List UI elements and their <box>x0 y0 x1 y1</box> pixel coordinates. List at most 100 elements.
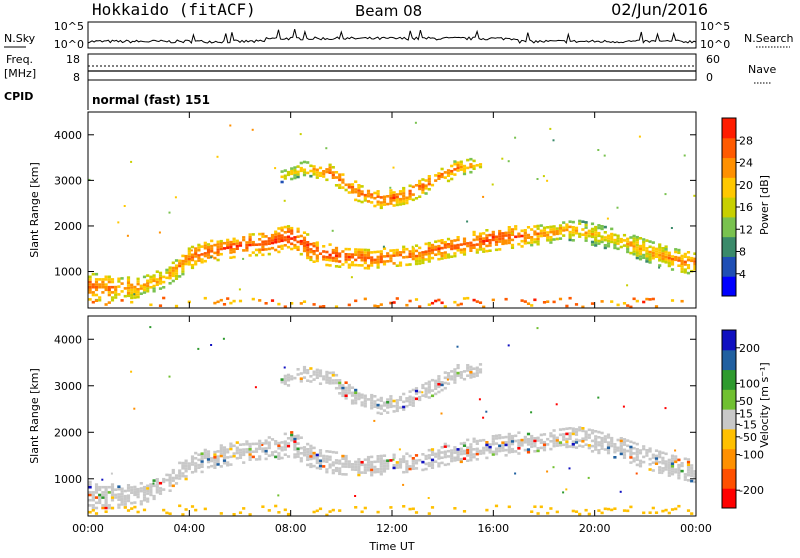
data-cell <box>661 509 665 513</box>
data-cell <box>242 461 246 464</box>
data-cell <box>491 442 495 446</box>
data-cell <box>402 248 406 251</box>
data-cell <box>334 451 339 454</box>
data-cell <box>386 202 390 206</box>
data-cell <box>398 460 403 464</box>
data-cell <box>354 388 358 392</box>
data-cell <box>514 472 517 475</box>
data-cell <box>597 234 601 238</box>
data-cell <box>581 445 585 448</box>
data-cell <box>101 493 105 497</box>
data-cell <box>296 450 300 453</box>
data-cell <box>414 392 419 395</box>
data-cell <box>466 454 470 457</box>
data-cell <box>469 246 473 250</box>
data-cell <box>216 243 220 246</box>
data-cell <box>610 232 614 236</box>
data-cell <box>94 299 99 302</box>
data-cell <box>414 249 419 253</box>
data-cell <box>421 383 425 387</box>
data-cell <box>373 460 377 464</box>
data-cell <box>658 453 662 456</box>
data-cell <box>398 261 403 265</box>
data-cell <box>325 381 329 384</box>
data-cell <box>171 479 175 482</box>
data-cell <box>562 229 566 232</box>
data-cell <box>616 239 620 243</box>
data-cell <box>130 288 134 292</box>
data-cell <box>437 239 441 243</box>
data-cell <box>290 177 294 181</box>
cpid-label: CPID <box>4 90 33 103</box>
data-cell <box>91 285 95 289</box>
data-cell <box>565 223 569 226</box>
data-cell <box>373 261 377 264</box>
data-cell <box>674 250 678 254</box>
data-cell <box>242 443 246 446</box>
data-cell <box>155 483 159 486</box>
data-cell <box>315 373 319 377</box>
data-cell <box>181 270 185 273</box>
data-cell <box>642 455 646 459</box>
data-cell <box>648 447 652 450</box>
data-cell <box>392 456 396 459</box>
data-cell <box>472 233 476 236</box>
data-cell <box>235 449 239 452</box>
data-cell <box>264 449 268 453</box>
data-cell <box>440 412 443 415</box>
data-cell <box>107 506 111 510</box>
data-cell <box>414 244 419 247</box>
data-cell <box>286 170 291 174</box>
data-cell <box>366 192 371 195</box>
data-cell <box>402 405 406 409</box>
data-cell <box>533 444 537 448</box>
data-cell <box>619 447 623 450</box>
data-cell <box>571 443 575 446</box>
data-cell <box>414 260 419 263</box>
data-cell <box>453 446 457 449</box>
data-cell <box>187 263 191 266</box>
data-cell <box>664 460 668 463</box>
data-cell <box>107 291 111 294</box>
data-cell <box>450 375 454 378</box>
data-cell <box>158 282 163 285</box>
data-cell <box>661 247 665 250</box>
data-cell <box>306 254 310 257</box>
data-cell <box>293 435 297 438</box>
data-cell <box>350 183 355 186</box>
data-cell <box>325 457 329 461</box>
data-cell <box>597 441 601 444</box>
data-cell <box>402 408 406 411</box>
data-cell <box>366 455 371 459</box>
data-cell <box>690 474 694 478</box>
data-cell <box>507 451 511 454</box>
data-cell <box>91 291 95 294</box>
data-cell <box>542 433 547 436</box>
data-cell <box>472 230 476 234</box>
velocity-heatmap-cells <box>88 326 697 517</box>
data-cell <box>494 434 499 438</box>
data-cell <box>376 203 380 206</box>
data-cell <box>274 238 278 241</box>
colorbar-tick-label: 100 <box>739 377 760 390</box>
data-cell <box>152 497 156 501</box>
data-cell <box>395 401 399 405</box>
data-cell <box>373 250 377 254</box>
data-cell <box>238 288 241 291</box>
data-cell <box>194 467 198 470</box>
data-cell <box>306 369 310 372</box>
beam-title: Beam 08 <box>355 2 422 20</box>
data-cell <box>360 253 364 257</box>
data-cell <box>370 399 374 402</box>
data-cell <box>552 139 555 142</box>
data-cell <box>686 458 691 461</box>
data-cell <box>357 186 361 190</box>
data-cell <box>248 445 252 448</box>
data-cell <box>142 491 147 494</box>
data-cell <box>526 440 531 444</box>
data-cell <box>341 391 345 395</box>
data-cell <box>136 510 140 514</box>
data-cell <box>130 491 134 494</box>
data-cell <box>171 261 175 265</box>
data-cell <box>88 278 92 281</box>
